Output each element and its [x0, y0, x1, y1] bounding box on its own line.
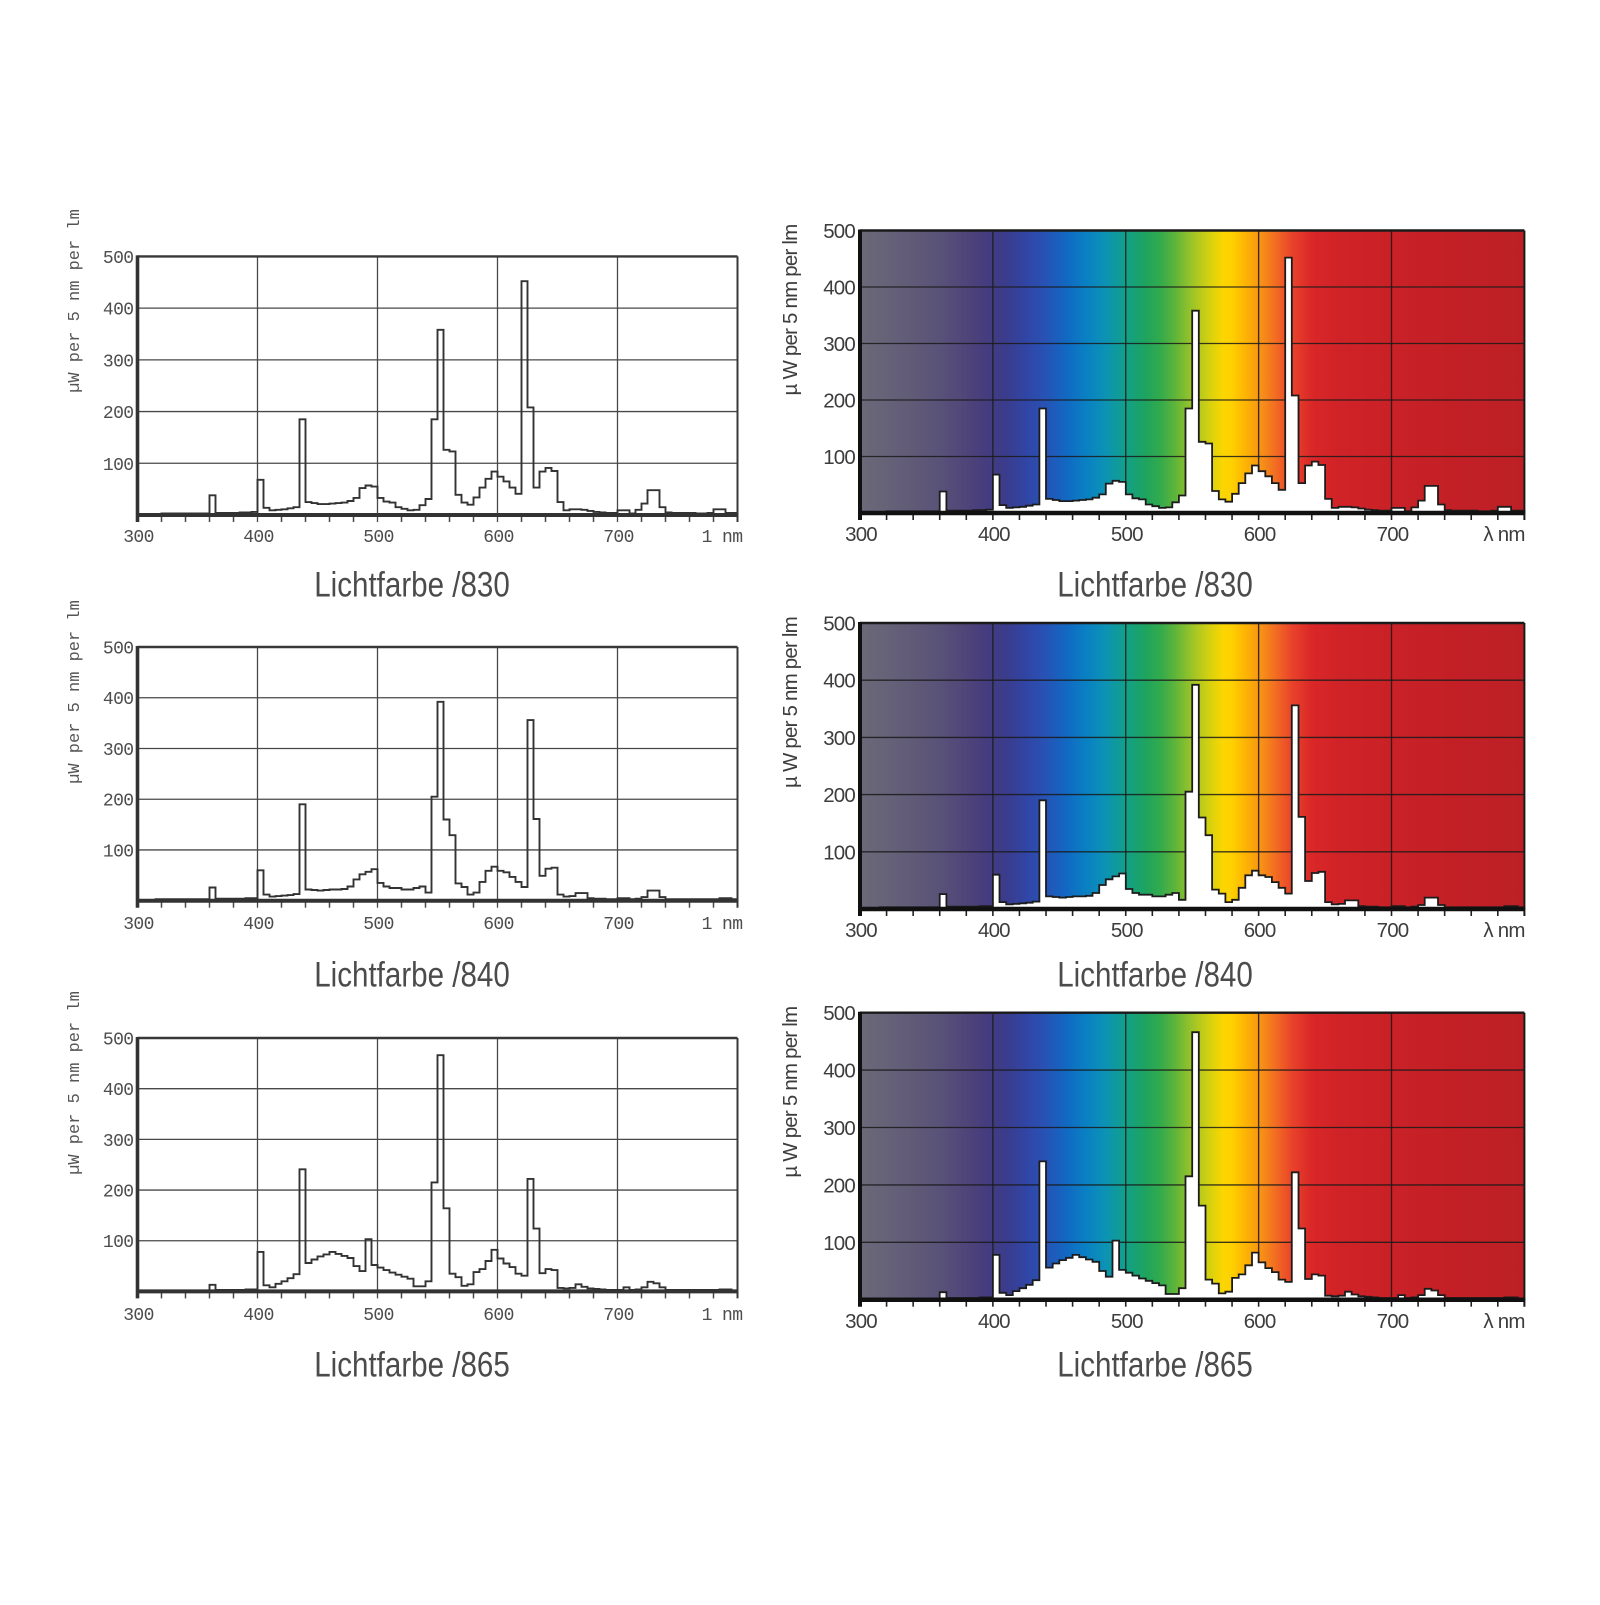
svg-text:100: 100 — [103, 1233, 134, 1253]
svg-text:700: 700 — [603, 1306, 634, 1326]
svg-text:600: 600 — [483, 1306, 514, 1326]
svg-text:200: 200 — [823, 784, 855, 807]
svg-text:300: 300 — [823, 333, 855, 356]
svg-text:300: 300 — [103, 352, 134, 372]
svg-text:400: 400 — [978, 523, 1010, 546]
svg-text:400: 400 — [103, 690, 134, 710]
svg-text:500: 500 — [363, 1306, 394, 1326]
svg-text:200: 200 — [823, 390, 855, 413]
svg-text:300: 300 — [103, 741, 134, 761]
svg-text:Lichtfarbe /840: Lichtfarbe /840 — [1057, 955, 1253, 994]
svg-text:400: 400 — [823, 670, 855, 693]
svg-text:400: 400 — [823, 277, 855, 300]
svg-text:700: 700 — [1377, 523, 1409, 546]
svg-text:Lichtfarbe /865: Lichtfarbe /865 — [1057, 1345, 1253, 1384]
svg-text:600: 600 — [483, 915, 514, 935]
svg-text:400: 400 — [978, 919, 1010, 942]
svg-text:700: 700 — [603, 528, 634, 548]
svg-text:µW per 5 nm per lm: µW per 5 nm per lm — [66, 600, 85, 784]
svg-text:500: 500 — [103, 1031, 134, 1051]
svg-text:300: 300 — [103, 1132, 134, 1152]
svg-text:400: 400 — [243, 1306, 274, 1326]
svg-text:500: 500 — [1111, 919, 1143, 942]
svg-text:200: 200 — [103, 404, 134, 424]
svg-text:500: 500 — [363, 528, 394, 548]
svg-text:400: 400 — [103, 1081, 134, 1101]
svg-text:100: 100 — [823, 841, 855, 864]
svg-text:500: 500 — [823, 613, 855, 636]
svg-text:1 nm: 1 nm — [702, 1306, 743, 1326]
svg-text:700: 700 — [1377, 919, 1409, 942]
svg-text:400: 400 — [823, 1060, 855, 1083]
svg-text:Lichtfarbe /830: Lichtfarbe /830 — [314, 565, 510, 604]
svg-text:500: 500 — [1111, 1310, 1143, 1333]
svg-text:400: 400 — [978, 1310, 1010, 1333]
svg-text:200: 200 — [103, 792, 134, 812]
svg-text:100: 100 — [103, 456, 134, 476]
svg-text:500: 500 — [103, 640, 134, 660]
svg-text:µW per 5 nm per lm: µW per 5 nm per lm — [66, 991, 85, 1175]
svg-text:1 nm: 1 nm — [702, 915, 743, 935]
svg-text:100: 100 — [823, 1232, 855, 1255]
svg-text:300: 300 — [823, 727, 855, 750]
svg-text:300: 300 — [823, 1117, 855, 1140]
svg-text:300: 300 — [123, 1306, 154, 1326]
svg-text:µ W per 5 nm per lm: µ W per 5 nm per lm — [779, 225, 802, 396]
svg-text:µW per 5 nm per lm: µW per 5 nm per lm — [66, 209, 85, 393]
svg-text:600: 600 — [483, 528, 514, 548]
svg-text:300: 300 — [845, 523, 877, 546]
svg-text:Lichtfarbe /865: Lichtfarbe /865 — [314, 1345, 510, 1384]
svg-text:200: 200 — [823, 1174, 855, 1197]
svg-text:100: 100 — [823, 446, 855, 469]
svg-text:300: 300 — [845, 1310, 877, 1333]
svg-text:Lichtfarbe /830: Lichtfarbe /830 — [1057, 565, 1253, 604]
svg-text:500: 500 — [103, 249, 134, 269]
svg-text:400: 400 — [243, 528, 274, 548]
svg-text:300: 300 — [123, 528, 154, 548]
svg-text:400: 400 — [103, 301, 134, 321]
svg-text:500: 500 — [823, 220, 855, 243]
svg-text:300: 300 — [845, 919, 877, 942]
svg-text:Lichtfarbe /840: Lichtfarbe /840 — [314, 955, 510, 994]
svg-text:λ nm: λ nm — [1483, 1310, 1524, 1333]
svg-text:600: 600 — [1244, 1310, 1276, 1333]
svg-text:400: 400 — [243, 915, 274, 935]
svg-text:600: 600 — [1244, 919, 1276, 942]
svg-text:µ W per 5 nm per lm: µ W per 5 nm per lm — [779, 617, 802, 788]
svg-text:700: 700 — [603, 915, 634, 935]
svg-text:500: 500 — [1111, 523, 1143, 546]
svg-text:500: 500 — [823, 1002, 855, 1025]
svg-text:µ W per 5 nm per lm: µ W per 5 nm per lm — [779, 1007, 802, 1178]
svg-text:300: 300 — [123, 915, 154, 935]
svg-text:500: 500 — [363, 915, 394, 935]
svg-text:1 nm: 1 nm — [702, 528, 743, 548]
svg-text:100: 100 — [103, 843, 134, 863]
svg-text:700: 700 — [1377, 1310, 1409, 1333]
svg-text:λ nm: λ nm — [1483, 919, 1524, 942]
svg-text:λ nm: λ nm — [1483, 523, 1524, 546]
svg-text:200: 200 — [103, 1183, 134, 1203]
svg-text:600: 600 — [1244, 523, 1276, 546]
